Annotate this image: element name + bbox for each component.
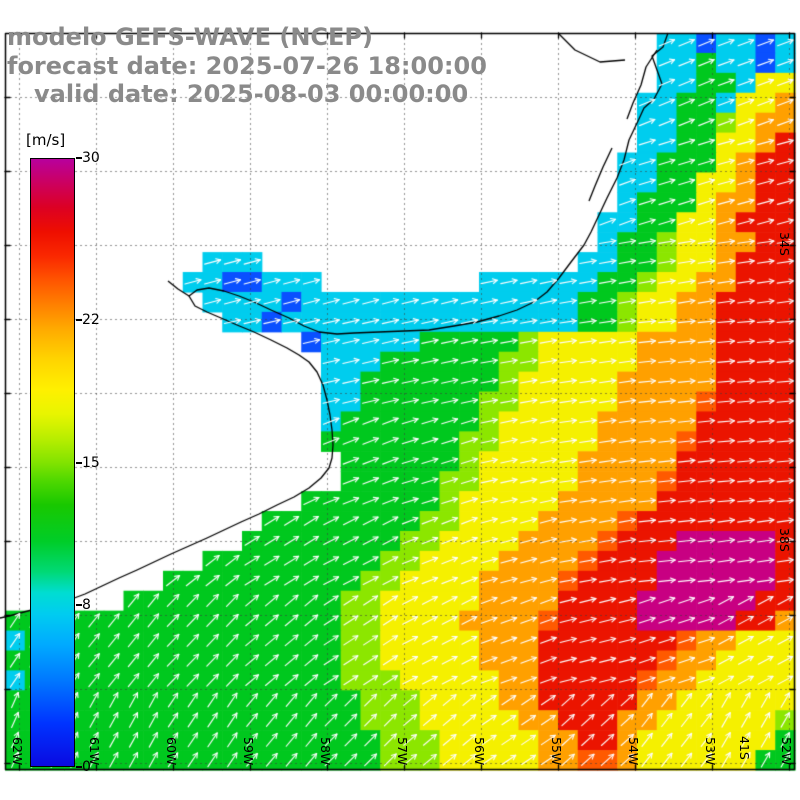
colorbar-unit-label: [m/s] bbox=[26, 131, 66, 149]
valid-date-label: valid date: 2025-08-03 00:00:00 bbox=[34, 80, 469, 108]
colorbar bbox=[30, 158, 75, 767]
forecast-date-label: forecast date: 2025-07-26 18:00:00 bbox=[7, 52, 487, 80]
model-title: modelo GEFS-WAVE (NCEP) bbox=[7, 23, 373, 51]
